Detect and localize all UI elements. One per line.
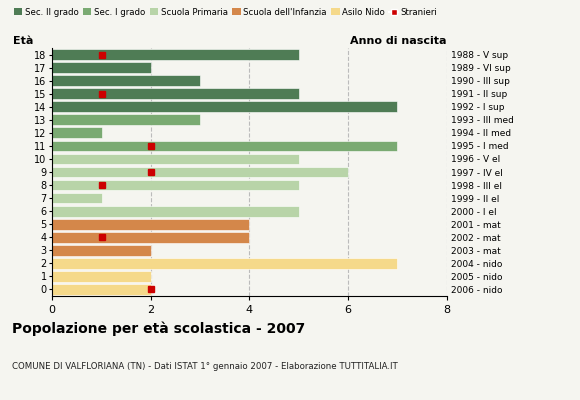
Bar: [52, 114, 200, 125]
Text: Anno di nascita: Anno di nascita: [350, 36, 447, 46]
Bar: [52, 206, 299, 216]
Bar: [52, 232, 249, 243]
Bar: [52, 101, 397, 112]
Bar: [52, 75, 200, 86]
Bar: [52, 167, 348, 177]
Bar: [52, 88, 299, 99]
Text: COMUNE DI VALFLORIANA (TN) - Dati ISTAT 1° gennaio 2007 - Elaborazione TUTTITALI: COMUNE DI VALFLORIANA (TN) - Dati ISTAT …: [12, 362, 397, 371]
Bar: [52, 258, 397, 269]
Legend: Sec. II grado, Sec. I grado, Scuola Primaria, Scuola dell'Infanzia, Asilo Nido, : Sec. II grado, Sec. I grado, Scuola Prim…: [10, 4, 441, 20]
Text: Età: Età: [13, 36, 33, 46]
Bar: [52, 271, 151, 282]
Bar: [52, 140, 397, 151]
Bar: [52, 245, 151, 256]
Bar: [52, 284, 151, 295]
Bar: [52, 49, 299, 60]
Bar: [52, 219, 249, 230]
Bar: [52, 128, 102, 138]
Bar: [52, 180, 299, 190]
Bar: [52, 193, 102, 204]
Bar: [52, 62, 151, 73]
Bar: [52, 154, 299, 164]
Text: Popolazione per età scolastica - 2007: Popolazione per età scolastica - 2007: [12, 322, 305, 336]
